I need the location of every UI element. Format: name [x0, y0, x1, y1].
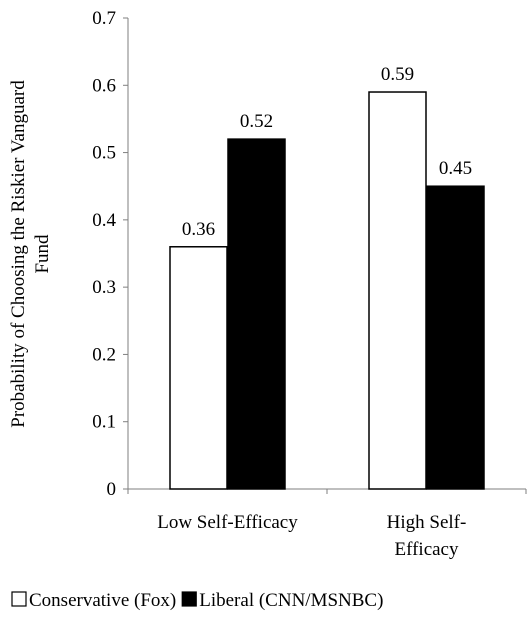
y-tick-label: 0.4 — [92, 210, 116, 231]
legend-swatch — [181, 591, 197, 607]
bars — [169, 91, 485, 490]
data-label: 0.36 — [182, 219, 215, 240]
bar — [426, 185, 485, 490]
x-category-label-line: Efficacy — [395, 539, 459, 560]
data-labels: 0.36 0.59 0.52 0.45 — [182, 64, 472, 240]
x-category-label-line: Low Self-Efficacy — [157, 512, 298, 533]
y-axis-title-line: Fund — [32, 234, 53, 274]
data-label: 0.59 — [381, 64, 414, 85]
x-category-label-line: High Self- — [387, 512, 467, 533]
bar — [169, 246, 228, 490]
data-label: 0.45 — [439, 158, 472, 179]
y-tick-label: 0 — [107, 479, 117, 500]
y-tick-label: 0.2 — [92, 344, 116, 365]
y-tick-label: 0.1 — [92, 412, 116, 433]
x-category-label: Low Self-Efficacy — [157, 512, 298, 533]
y-tick-label: 0.3 — [92, 277, 116, 298]
y-tick-label: 0.7 — [92, 8, 116, 29]
legend-label: Liberal (CNN/MSNBC) — [199, 590, 383, 611]
y-axis-title-text: Probability of Choosing the Riskier Vang… — [8, 80, 53, 428]
bar — [227, 138, 286, 490]
legend-swatch — [11, 591, 27, 607]
bar — [368, 91, 427, 490]
legend: Conservative (Fox) Liberal (CNN/MSNBC) — [11, 590, 383, 611]
y-tick-label: 0.5 — [92, 143, 116, 164]
x-category-label: High Self- Efficacy — [387, 512, 467, 560]
legend-label: Conservative (Fox) — [29, 590, 176, 611]
x-axis: Low Self-Efficacy High Self- Efficacy — [127, 488, 527, 560]
y-axis-title-line: Probability of Choosing the Riskier Vang… — [8, 80, 29, 428]
y-axis-title: Probability of Choosing the Riskier Vang… — [8, 80, 53, 428]
y-axis: 0 0.1 0.2 0.3 0.4 0.5 0.6 0.7 — [92, 8, 129, 500]
y-tick-label: 0.6 — [92, 75, 116, 96]
data-label: 0.52 — [240, 111, 273, 132]
